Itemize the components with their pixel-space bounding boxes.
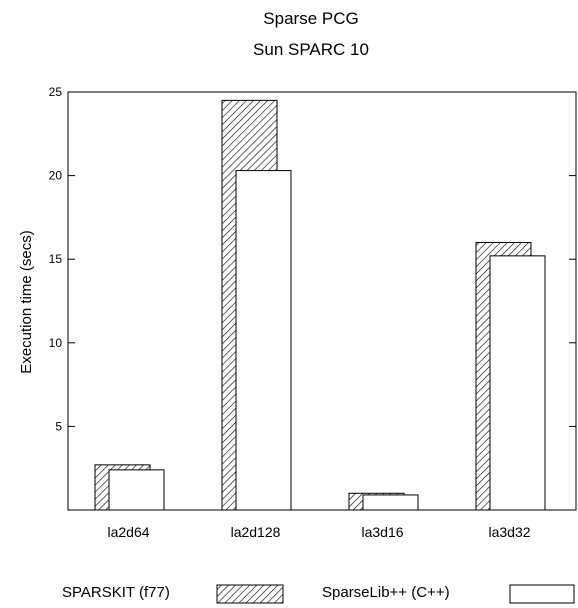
legend-swatch-sparselib bbox=[509, 584, 575, 604]
bar-sparselib-la3d16 bbox=[362, 494, 419, 511]
legend-swatch-sparskit bbox=[216, 584, 284, 604]
y-tick-label: 10 bbox=[49, 336, 63, 350]
legend-label-sparselib: SparseLib++ (C++) bbox=[322, 584, 450, 601]
bar-sparselib-la2d128 bbox=[235, 170, 292, 511]
legend-label-sparskit: SPARSKIT (f77) bbox=[62, 584, 170, 601]
y-tick-label: 20 bbox=[49, 169, 63, 183]
x-tick-label: la3d32 bbox=[488, 524, 530, 540]
chart-subtitle: Sun SPARC 10 bbox=[253, 40, 369, 59]
y-tick-label: 25 bbox=[49, 85, 63, 99]
chart-title: Sparse PCG bbox=[263, 9, 358, 28]
x-tick-label: la2d128 bbox=[231, 524, 281, 540]
bar-sparselib-la2d64 bbox=[108, 469, 165, 511]
bar-sparselib-la3d32 bbox=[489, 255, 546, 511]
y-tick-label: 15 bbox=[49, 252, 63, 266]
y-axis-label: Execution time (secs) bbox=[18, 230, 35, 373]
x-tick-label: la3d16 bbox=[361, 524, 403, 540]
plot-frame bbox=[67, 91, 577, 511]
x-tick-label: la2d64 bbox=[107, 524, 149, 540]
y-tick-label: 5 bbox=[55, 419, 62, 433]
